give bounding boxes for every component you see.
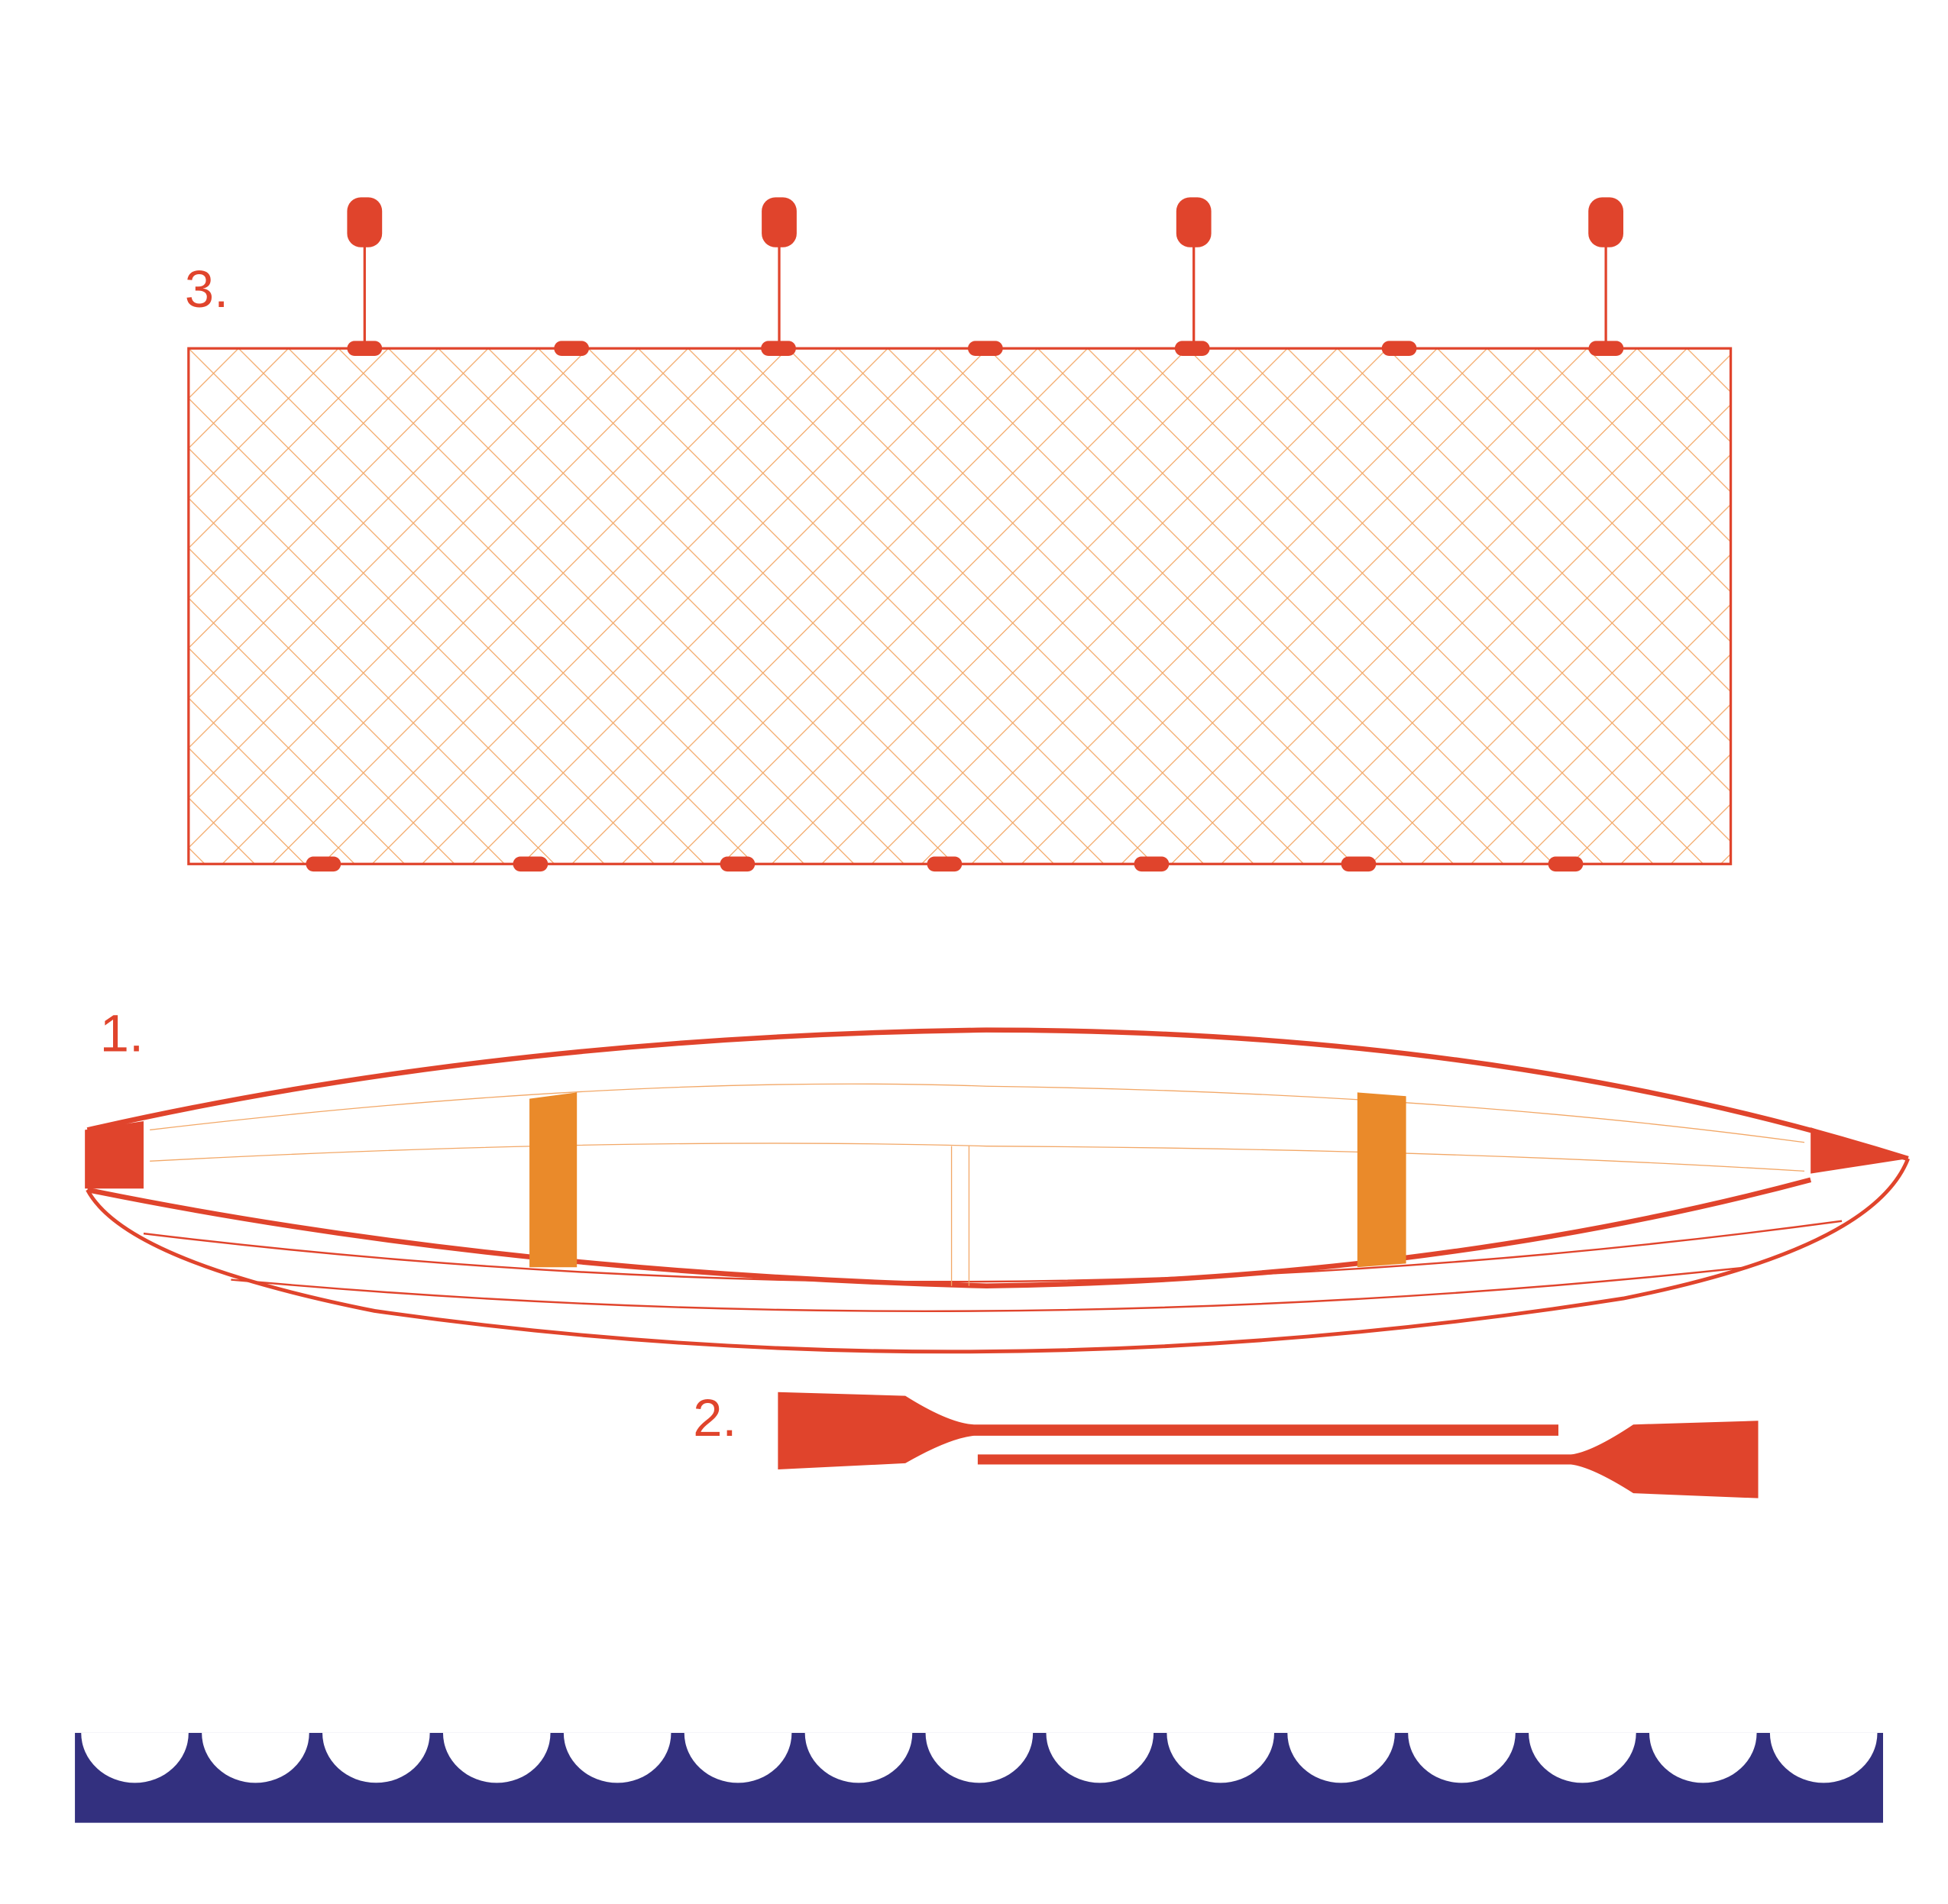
- strake: [231, 1266, 1749, 1313]
- wave: [81, 1732, 189, 1783]
- oar: [778, 1392, 1558, 1470]
- sinker: [513, 856, 548, 872]
- oars-label: 2.: [693, 1388, 736, 1447]
- oar: [977, 1421, 1759, 1498]
- wave: [1769, 1732, 1878, 1783]
- canoe: [85, 1027, 1910, 1354]
- rib-line: [150, 1143, 1805, 1172]
- canoe-label: 1.: [100, 1004, 144, 1062]
- seat: [529, 1092, 578, 1268]
- inner-gunwale: [86, 1177, 1812, 1289]
- wave: [804, 1732, 913, 1783]
- rib-line: [150, 1083, 1805, 1143]
- sinker: [1548, 856, 1584, 872]
- wave: [1287, 1732, 1395, 1783]
- strake: [143, 1220, 1843, 1283]
- net-body: [187, 347, 1733, 865]
- wave: [1167, 1732, 1274, 1783]
- hull: [86, 1158, 1910, 1354]
- cork: [1588, 341, 1624, 356]
- gunwale: [86, 1027, 1909, 1162]
- oars: [778, 1392, 1759, 1498]
- wave: [442, 1732, 551, 1783]
- sinker: [1341, 856, 1377, 872]
- wave: [202, 1732, 309, 1783]
- waves: [75, 1732, 1884, 1823]
- wave: [1408, 1732, 1516, 1783]
- sinker: [927, 856, 963, 872]
- cork: [1381, 341, 1417, 356]
- cork: [1174, 341, 1210, 356]
- wave: [1046, 1732, 1154, 1783]
- wave: [684, 1732, 792, 1783]
- wave: [1649, 1732, 1757, 1783]
- sinker: [1134, 856, 1170, 872]
- cork: [554, 341, 590, 356]
- seat: [1357, 1092, 1406, 1268]
- wave: [1529, 1732, 1636, 1783]
- sinker: [306, 856, 341, 872]
- float: [347, 197, 383, 247]
- float: [1176, 197, 1212, 247]
- float: [1588, 197, 1623, 247]
- stern-tip: [1810, 1127, 1908, 1174]
- net-label: 3.: [185, 260, 228, 318]
- sinker: [720, 856, 756, 872]
- wave: [322, 1732, 430, 1783]
- net: [187, 197, 1733, 872]
- cork: [967, 341, 1003, 356]
- bow-tip: [85, 1120, 144, 1189]
- wave: [925, 1732, 1034, 1783]
- float: [762, 197, 797, 247]
- cork: [347, 341, 383, 356]
- cork: [761, 341, 796, 356]
- wave: [563, 1732, 671, 1783]
